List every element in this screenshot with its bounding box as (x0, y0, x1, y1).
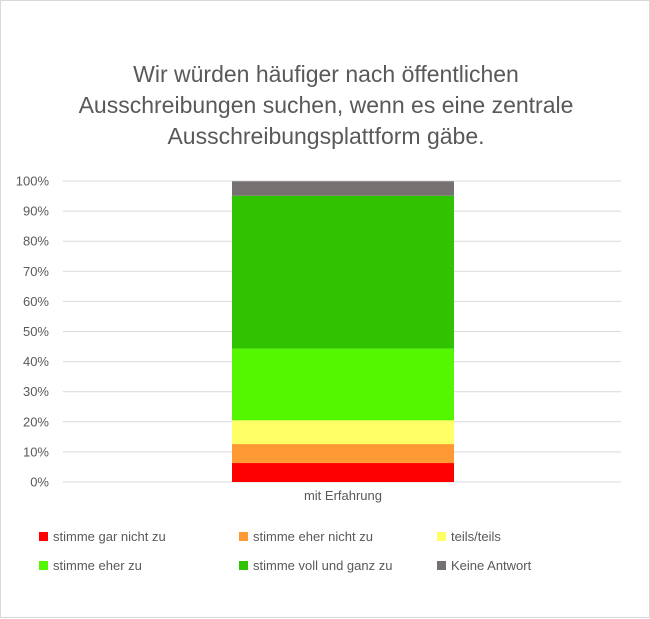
legend-swatch (239, 532, 248, 541)
legend-swatch (437, 532, 446, 541)
legend-label: Keine Antwort (451, 558, 532, 573)
bar-segment (232, 463, 454, 482)
legend-item: stimme eher zu (39, 558, 142, 573)
legend-label: stimme gar nicht zu (53, 529, 166, 544)
y-tick-label: 90% (23, 204, 49, 219)
legend-label: stimme eher zu (53, 558, 142, 573)
bar-segment (232, 195, 454, 349)
y-tick-label: 0% (30, 475, 49, 490)
y-tick-label: 80% (23, 234, 49, 249)
y-tick-label: 30% (23, 384, 49, 399)
y-tick-label: 50% (23, 324, 49, 339)
y-tick-label: 100% (16, 174, 50, 189)
legend-swatch (239, 561, 248, 570)
legend-swatch (39, 561, 48, 570)
title-line: Ausschreibungsplattform gäbe. (167, 123, 485, 149)
legend-item: stimme gar nicht zu (39, 529, 166, 544)
legend-item: teils/teils (437, 529, 501, 544)
bar-segment (232, 181, 454, 196)
bar-segment (232, 444, 454, 464)
bar-segment (232, 420, 454, 445)
y-tick-label: 40% (23, 354, 49, 369)
y-tick-label: 20% (23, 414, 49, 429)
bar-segment (232, 348, 454, 421)
y-tick-label: 70% (23, 264, 49, 279)
chart-title: Wir würden häufiger nach öffentlichen Au… (1, 59, 650, 152)
legend-swatch (437, 561, 446, 570)
legend-item: stimme eher nicht zu (239, 529, 373, 544)
y-tick-label: 60% (23, 294, 49, 309)
y-tick-label: 10% (23, 444, 49, 459)
legend-swatch (39, 532, 48, 541)
title-line: Wir würden häufiger nach öffentlichen (133, 61, 519, 87)
legend-label: stimme voll und ganz zu (253, 558, 393, 573)
legend-item: Keine Antwort (437, 558, 531, 573)
legend-label: teils/teils (451, 529, 501, 544)
legend-label: stimme eher nicht zu (253, 529, 373, 544)
legend-item: stimme voll und ganz zu (239, 558, 392, 573)
title-line: Ausschreibungen suchen, wenn es eine zen… (78, 92, 574, 118)
x-tick-label: mit Erfahrung (304, 488, 382, 503)
